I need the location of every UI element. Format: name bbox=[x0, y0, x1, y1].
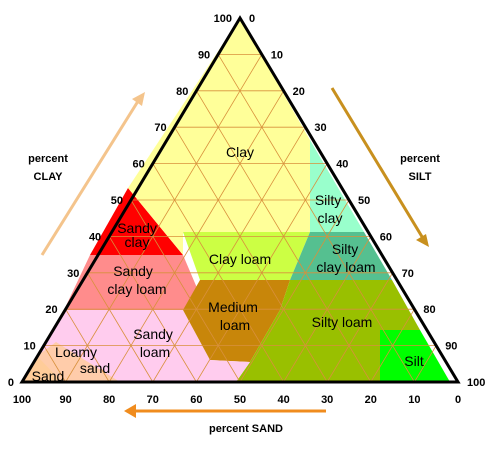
silt-axis-arrow bbox=[330, 87, 426, 241]
grid-line bbox=[174, 126, 328, 383]
sand-axis-arrowhead bbox=[124, 404, 136, 418]
silt-tick-label: 30 bbox=[314, 122, 326, 134]
region-label-sandy-clay: Sandy clay bbox=[117, 220, 161, 250]
grid-line bbox=[87, 272, 154, 383]
region-label-silty-loam: Silty loam bbox=[312, 314, 373, 330]
grid-line bbox=[108, 236, 197, 383]
region-fill-sand bbox=[22, 356, 62, 382]
region-fills bbox=[22, 18, 450, 382]
region-label-sand: Sand bbox=[32, 368, 65, 384]
grid-line bbox=[130, 199, 241, 383]
sand-tick-label: 10 bbox=[408, 394, 420, 406]
clay-tick-label: 10 bbox=[24, 341, 36, 353]
grid-lines bbox=[43, 54, 437, 383]
region-label-silty-clay-loam: Silty clay loam bbox=[316, 241, 375, 275]
region-label-silt: Silt bbox=[404, 353, 424, 369]
clay-tick-label: 20 bbox=[45, 304, 57, 316]
region-fill-silty-loam bbox=[236, 280, 420, 382]
silt-tick-label: 80 bbox=[423, 304, 435, 316]
clay-tick-label: 0 bbox=[8, 377, 14, 389]
silt-tick-label: 10 bbox=[271, 49, 283, 61]
silt-tick-label: 60 bbox=[380, 231, 392, 243]
grid-line bbox=[414, 345, 437, 383]
grid-line bbox=[326, 272, 393, 383]
sand-axis-title: percent SAND bbox=[209, 423, 283, 435]
silt-tick-label: 20 bbox=[293, 86, 305, 98]
region-label-loamy-sand: Loamy sand bbox=[55, 344, 110, 376]
grid-line bbox=[239, 199, 350, 383]
silt-tick-label: 90 bbox=[445, 341, 457, 353]
clay-tick-label: 40 bbox=[89, 231, 101, 243]
grid-line bbox=[43, 345, 66, 383]
grid-line bbox=[370, 308, 415, 383]
grid-line bbox=[65, 308, 110, 383]
region-label-sandy-clay-loam: Sandy clay loam bbox=[107, 263, 166, 297]
clay-tick-label: 90 bbox=[198, 49, 210, 61]
grid-line bbox=[217, 54, 415, 383]
sand-tick-label: 90 bbox=[59, 394, 71, 406]
clay-axis-ticks: 0 10 20 30 40 50 60 70 80 90 100 bbox=[8, 13, 232, 389]
clay-tick-label: 30 bbox=[67, 268, 79, 280]
sand-tick-label: 80 bbox=[103, 394, 115, 406]
silt-tick-label: 40 bbox=[336, 159, 348, 171]
clay-axis-arrowhead bbox=[132, 92, 145, 106]
sand-tick-label: 30 bbox=[321, 394, 333, 406]
silt-axis-ticks: 0 10 20 30 40 50 60 70 80 90 100 bbox=[249, 13, 485, 389]
clay-tick-label: 50 bbox=[111, 195, 123, 207]
clay-axis-arrow bbox=[40, 97, 142, 256]
clay-axis-title-line1: percent bbox=[28, 153, 68, 165]
region-label-clay: Clay bbox=[226, 144, 254, 160]
silt-tick-label: 100 bbox=[467, 377, 485, 389]
grid-line bbox=[283, 236, 372, 383]
clay-tick-label: 60 bbox=[133, 159, 145, 171]
silt-tick-label: 70 bbox=[402, 268, 414, 280]
region-fill-clay-loam bbox=[183, 232, 310, 280]
grid-line bbox=[152, 126, 306, 383]
sand-axis-ticks: 100 90 80 70 60 50 40 30 20 10 0 bbox=[13, 394, 461, 406]
region-fill-silty-clay bbox=[310, 140, 364, 232]
clay-axis-title-line2: CLAY bbox=[34, 171, 64, 183]
sand-tick-label: 50 bbox=[234, 394, 246, 406]
clay-tick-label: 100 bbox=[214, 13, 232, 25]
region-label-medium-loam: Medium loam bbox=[208, 299, 262, 333]
region-label-clay-loam: Clay loam bbox=[209, 251, 271, 267]
silt-tick-label: 0 bbox=[249, 13, 255, 25]
region-labels: Clay Silty clay Sandy clay Clay loam Sil… bbox=[32, 144, 424, 384]
sand-tick-label: 60 bbox=[190, 394, 202, 406]
region-label-silty-clay: Silty clay bbox=[315, 192, 345, 226]
sand-tick-label: 70 bbox=[147, 394, 159, 406]
clay-tick-label: 80 bbox=[176, 86, 188, 98]
sand-tick-label: 20 bbox=[365, 394, 377, 406]
grid-line bbox=[65, 54, 263, 383]
clay-tick-label: 70 bbox=[154, 122, 166, 134]
region-fill-sandy-clay-loam bbox=[64, 255, 200, 310]
triangle-outline bbox=[19, 15, 461, 384]
silt-tick-label: 50 bbox=[358, 195, 370, 207]
sand-tick-label: 40 bbox=[277, 394, 289, 406]
region-fill-medium-loam bbox=[183, 280, 290, 362]
silt-axis-arrowhead bbox=[416, 234, 429, 247]
region-fill-silt bbox=[380, 330, 450, 382]
silt-axis-title-line2: SILT bbox=[408, 171, 431, 183]
region-fill-sandy-clay bbox=[90, 188, 183, 255]
sand-tick-label: 100 bbox=[13, 394, 31, 406]
region-label-sandy-loam: Sandy loam bbox=[133, 326, 177, 360]
silt-axis-title-line1: percent bbox=[400, 153, 440, 165]
sand-tick-label: 0 bbox=[455, 394, 461, 406]
